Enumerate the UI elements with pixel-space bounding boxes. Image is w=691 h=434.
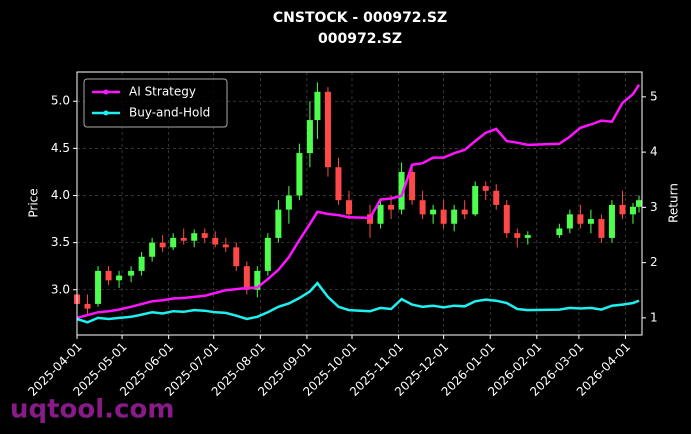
candle-body: [335, 167, 342, 201]
candle-body: [95, 270, 102, 304]
candle-body: [212, 237, 219, 245]
candle-body: [149, 242, 156, 257]
y-tick-label: 5.0: [51, 94, 70, 108]
candle-body: [159, 242, 166, 248]
watermark: uqtool.com: [10, 395, 174, 425]
candle-body: [482, 186, 489, 191]
candle-body: [629, 206, 636, 215]
candle-body: [503, 204, 510, 234]
candle-body: [314, 91, 321, 121]
y-axis-label: Price: [27, 188, 41, 217]
candle-body: [105, 270, 112, 281]
candle-body: [461, 209, 468, 215]
candle-body: [608, 204, 615, 238]
candle-body: [306, 120, 313, 154]
candle-body: [619, 204, 626, 215]
candle-body: [264, 237, 271, 271]
candle-body: [493, 190, 500, 205]
y2-tick-label: 1: [650, 310, 658, 324]
legend-label: AI Strategy: [129, 85, 196, 99]
candle-body: [180, 237, 187, 241]
candle-body: [430, 209, 437, 215]
candle-body: [324, 91, 331, 168]
candle-body: [524, 235, 531, 238]
return-line: [76, 84, 641, 320]
y-tick-label: 3.0: [51, 282, 70, 296]
candle-body: [635, 200, 642, 207]
candle-body: [201, 233, 208, 238]
candle-body: [222, 244, 229, 248]
legend-marker: [103, 89, 109, 95]
candle-body: [116, 275, 123, 281]
candle-body: [556, 228, 563, 236]
candle-body: [233, 247, 240, 267]
candle-body: [598, 219, 605, 238]
candle-body: [587, 219, 594, 224]
y-tick-label: 4.5: [51, 141, 70, 155]
candle-body: [275, 209, 282, 238]
candle-body: [138, 256, 145, 271]
return-line: [76, 281, 640, 324]
y2-tick-label: 3: [650, 200, 658, 214]
candle-body: [409, 171, 416, 201]
legend-label: Buy-and-Hold: [129, 106, 210, 120]
candle-body: [514, 233, 521, 238]
y2-tick-label: 2: [650, 255, 658, 269]
candle-body: [128, 270, 135, 276]
candle-body: [84, 303, 91, 309]
candle-body: [388, 204, 395, 210]
candle-body: [472, 186, 479, 215]
y-tick-label: 3.5: [51, 235, 70, 249]
chart-subtitle: 000972.SZ: [318, 31, 402, 47]
candle-body: [440, 209, 447, 224]
y2-tick-label: 5: [650, 89, 658, 103]
candle-body: [254, 270, 261, 290]
candle-body: [296, 153, 303, 196]
legend-marker: [103, 110, 109, 116]
candle-body: [451, 209, 458, 224]
candle-body: [577, 214, 584, 224]
candle-body: [170, 237, 177, 248]
legend: AI Strategy Buy-and-Hold: [83, 78, 228, 128]
candle-body: [377, 204, 384, 224]
candle-body: [345, 200, 352, 215]
candle-body: [419, 200, 426, 215]
candle-body: [243, 266, 250, 290]
y2-axis-label: Return: [667, 183, 681, 223]
candle-body: [191, 233, 198, 241]
chart-title: CNSTOCK - 000972.SZ: [273, 10, 447, 26]
candle-body: [285, 195, 292, 210]
candle-body: [566, 214, 573, 229]
y2-tick-label: 4: [650, 145, 658, 159]
plot-frame: [76, 71, 643, 336]
candle-body: [398, 171, 405, 210]
y-tick-label: 4.0: [51, 188, 70, 202]
